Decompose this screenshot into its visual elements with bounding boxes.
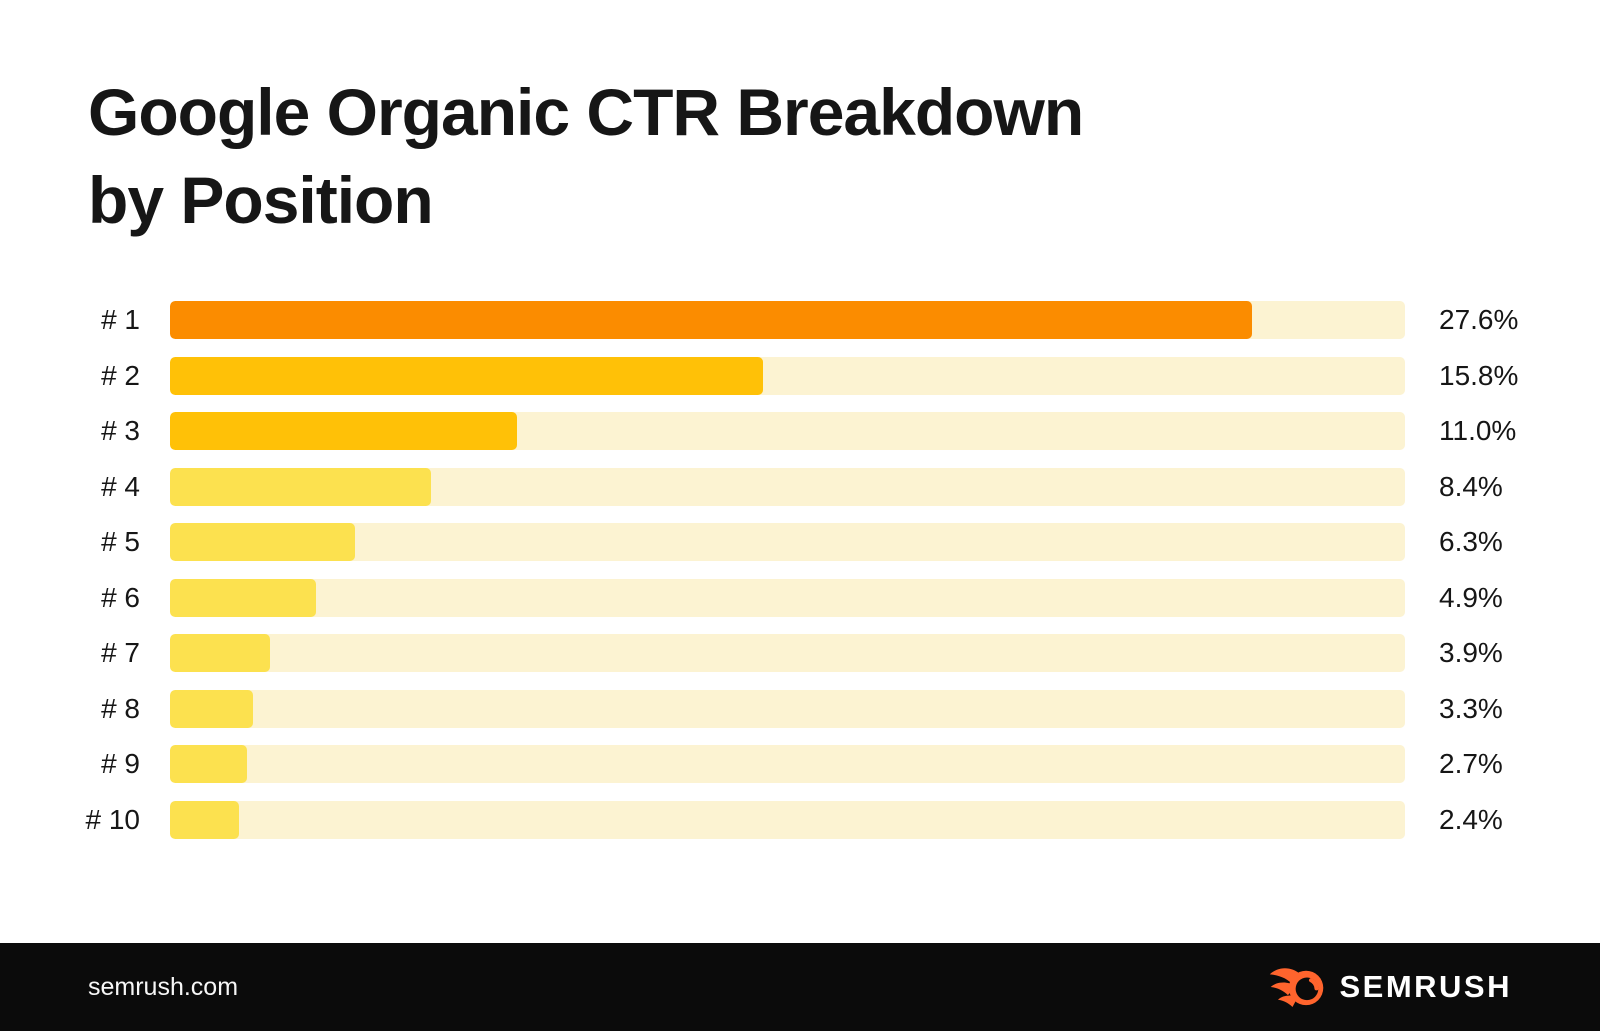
bar-fill: [170, 523, 356, 561]
semrush-wordmark: SEMRUSH: [1339, 969, 1512, 1004]
position-label: # 9: [101, 748, 140, 779]
semrush-logo: SEMRUSH: [1268, 964, 1512, 1010]
page-title-line2: by Position: [88, 163, 434, 237]
bar-fill: [170, 301, 1252, 339]
bar-track: [170, 634, 1405, 672]
ctr-value-label: 3.3%: [1439, 692, 1503, 724]
bar-track: [170, 578, 1405, 617]
chart-row: # 7 3.9%: [0, 634, 1600, 672]
bar-fill: [170, 745, 247, 783]
position-label: # 10: [85, 803, 141, 835]
ctr-value-label: 4.9%: [1439, 581, 1503, 613]
position-label: # 7: [101, 637, 140, 668]
bar-fill: [170, 412, 518, 450]
ctr-value-label: 3.9%: [1439, 637, 1503, 668]
ctr-bar-chart: # 1 27.6% # 2 15.8% # 3 11.0% # 4: [0, 301, 1600, 839]
chart-row: # 5 6.3%: [0, 523, 1600, 561]
page-title: Google Organic CTR Breakdown by Position: [88, 68, 1084, 244]
ctr-value-label: 6.3%: [1439, 526, 1503, 557]
chart-row: # 4 8.4%: [0, 467, 1600, 506]
chart-row: # 9 2.7%: [0, 745, 1600, 783]
bar-track: [170, 467, 1405, 506]
bar-track: [170, 523, 1405, 561]
position-label: # 4: [101, 470, 140, 502]
bar-fill: [170, 356, 763, 395]
ctr-value-label: 2.4%: [1439, 803, 1503, 835]
bar-track: [170, 412, 1405, 450]
bar-track: [170, 689, 1405, 728]
position-label: # 6: [101, 581, 140, 613]
page-title-line1: Google Organic CTR Breakdown: [88, 75, 1084, 149]
chart-row: # 1 27.6%: [0, 301, 1600, 339]
ctr-value-label: 27.6%: [1439, 304, 1519, 335]
position-label: # 1: [101, 304, 140, 335]
position-label: # 8: [101, 692, 140, 724]
bar-track: [170, 745, 1405, 783]
semrush-flame-icon: [1270, 968, 1324, 1007]
ctr-value-label: 11.0%: [1439, 415, 1517, 446]
position-label: # 2: [101, 359, 140, 391]
bar-fill: [170, 467, 431, 506]
chart-row: # 2 15.8%: [0, 356, 1600, 395]
ctr-value-label: 2.7%: [1439, 748, 1503, 779]
bar-fill: [170, 634, 271, 672]
bar-fill: [170, 578, 316, 617]
position-label: # 5: [101, 526, 140, 557]
chart-row: # 8 3.3%: [0, 689, 1600, 728]
position-label: # 3: [101, 415, 140, 446]
chart-row: # 10 2.4%: [0, 800, 1600, 839]
footer-bar: semrush.com SEMRUSH: [0, 943, 1600, 1031]
chart-row: # 6 4.9%: [0, 578, 1600, 617]
bar-track: [170, 800, 1405, 839]
bar-track: [170, 356, 1405, 395]
bar-fill: [170, 800, 240, 839]
bar-track: [170, 301, 1405, 339]
chart-row: # 3 11.0%: [0, 412, 1600, 450]
bar-fill: [170, 689, 253, 728]
ctr-value-label: 15.8%: [1439, 359, 1519, 391]
website-url: semrush.com: [88, 972, 239, 1001]
ctr-value-label: 8.4%: [1439, 470, 1503, 502]
